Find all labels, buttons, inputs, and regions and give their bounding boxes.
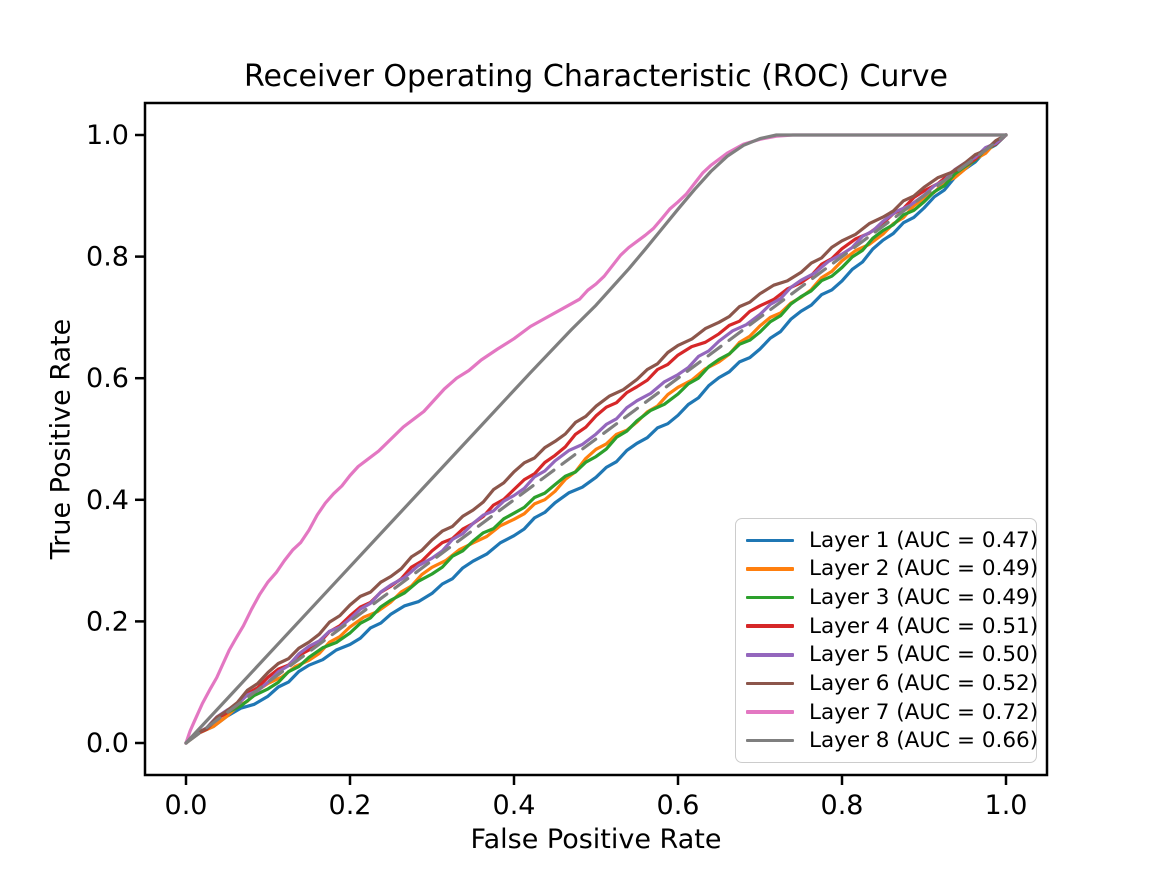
- x-tick-label: 0.6: [657, 790, 700, 821]
- legend-item-layer-5: Layer 5 (AUC = 0.50): [746, 641, 1038, 668]
- legend-label-layer-8: Layer 8 (AUC = 0.66): [809, 728, 1039, 754]
- legend-label-layer-5: Layer 5 (AUC = 0.50): [809, 642, 1039, 668]
- legend-item-layer-7: Layer 7 (AUC = 0.72): [746, 699, 1038, 726]
- legend-line-sample-layer-4: [746, 624, 794, 628]
- legend-line-sample-layer-1: [746, 538, 794, 543]
- y-tick-label: 0.6: [86, 363, 129, 394]
- roc-curve-layer-7: [184, 133, 1008, 745]
- x-tick-label: 0.2: [329, 790, 372, 821]
- x-tick-label: 1.0: [985, 790, 1028, 821]
- legend-label-layer-3: Layer 3 (AUC = 0.49): [809, 585, 1039, 611]
- y-tick-label: 1.0: [86, 120, 129, 151]
- legend-label-layer-4: Layer 4 (AUC = 0.51): [809, 613, 1039, 639]
- roc-curve-chance-diagonal: [184, 133, 1008, 745]
- legend-item-layer-2: Layer 2 (AUC = 0.49): [746, 555, 1038, 582]
- legend-line-sample-layer-2: [746, 567, 794, 571]
- legend-line-sample-layer-7: [746, 710, 794, 714]
- legend-item-layer-6: Layer 6 (AUC = 0.52): [746, 670, 1038, 697]
- legend-box: Layer 1 (AUC = 0.47) Layer 2 (AUC = 0.49)…: [735, 518, 1038, 763]
- y-axis-label: True Positive Rate: [45, 318, 77, 560]
- x-tick-label: 0.8: [821, 790, 864, 821]
- roc-curve-layer-6: [184, 133, 1008, 745]
- legend-item-layer-1: Layer 1 (AUC = 0.47): [746, 527, 1038, 554]
- legend-item-layer-3: Layer 3 (AUC = 0.49): [746, 584, 1038, 611]
- legend-line-sample-layer-8: [746, 738, 794, 743]
- y-tick-label: 0.4: [86, 485, 129, 516]
- y-tick-label: 0.2: [86, 606, 129, 637]
- legend-item-layer-8: Layer 8 (AUC = 0.66): [746, 727, 1038, 754]
- legend-line-sample-layer-5: [746, 653, 794, 657]
- roc-curve-layer-2: [184, 133, 1008, 745]
- roc-curve-layer-8: [184, 133, 1008, 745]
- x-axis-label: False Positive Rate: [470, 824, 722, 855]
- legend-label-layer-1: Layer 1 (AUC = 0.47): [809, 527, 1039, 553]
- legend-label-layer-7: Layer 7 (AUC = 0.72): [809, 699, 1039, 725]
- roc-curve-layer-3: [184, 133, 1008, 745]
- chart-title: Receiver Operating Characteristic (ROC) …: [244, 59, 948, 94]
- x-tick-label: 0.4: [493, 790, 536, 821]
- legend-label-layer-6: Layer 6 (AUC = 0.52): [809, 670, 1039, 696]
- legend-item-layer-4: Layer 4 (AUC = 0.51): [746, 613, 1038, 640]
- y-tick-label: 0.8: [86, 242, 129, 273]
- y-tick-label: 0.0: [86, 728, 129, 759]
- legend-line-sample-layer-3: [746, 595, 794, 600]
- legend-line-sample-layer-6: [746, 681, 794, 686]
- roc-curve-layer-1: [184, 133, 1008, 745]
- legend-label-layer-2: Layer 2 (AUC = 0.49): [809, 556, 1039, 582]
- x-tick-label: 0.0: [165, 790, 208, 821]
- roc-curve-layer-5: [184, 133, 1008, 745]
